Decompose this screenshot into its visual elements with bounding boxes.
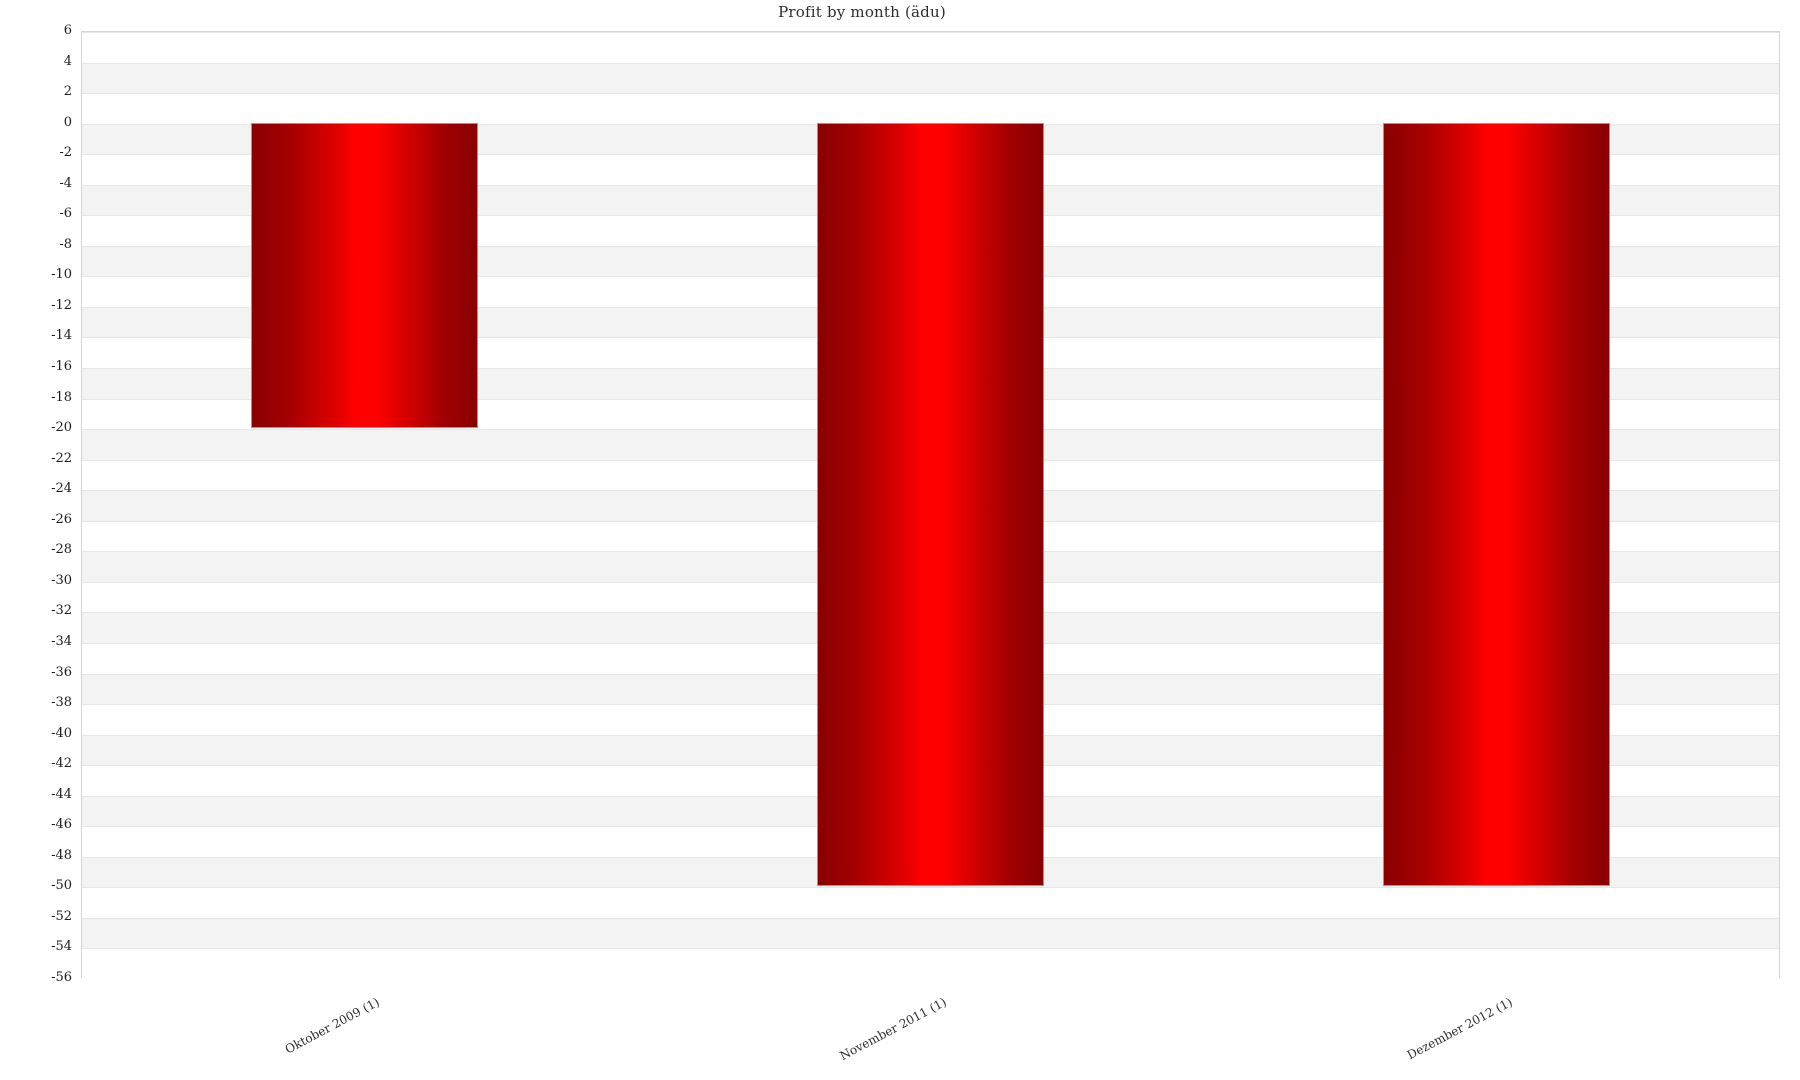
y-tick-label: -20 — [51, 420, 72, 436]
bar — [1383, 122, 1611, 887]
y-tick-label: 6 — [63, 23, 72, 38]
x-category-label: Dezember 2012 (1) — [1404, 994, 1515, 1063]
grid-band — [82, 917, 1779, 949]
y-tick-label: 4 — [63, 53, 72, 69]
y-tick-label: -56 — [51, 970, 72, 985]
y-tick-label: -48 — [51, 847, 72, 863]
bar — [250, 122, 478, 429]
grid-band — [82, 948, 1779, 979]
y-tick-label: -44 — [51, 786, 72, 802]
y-tick-label: -6 — [59, 206, 72, 222]
y-tick-label: -30 — [51, 572, 72, 588]
grid-band — [82, 32, 1779, 63]
y-tick-label: -54 — [51, 939, 72, 955]
y-tick-label: -8 — [59, 236, 72, 252]
y-tick-label: -2 — [59, 145, 72, 161]
grid-band — [82, 62, 1779, 94]
y-tick-label: -4 — [59, 175, 72, 191]
y-tick-label: -36 — [51, 664, 72, 680]
x-category-label: Oktober 2009 (1) — [282, 994, 382, 1057]
y-tick-label: -10 — [51, 267, 72, 283]
grid-band — [82, 93, 1779, 124]
grid-band — [82, 887, 1779, 918]
y-tick-label: -46 — [51, 817, 72, 833]
y-tick-label: -12 — [51, 297, 72, 313]
y-tick-label: -16 — [51, 359, 72, 375]
y-tick-label: 0 — [63, 114, 72, 130]
y-tick-label: -24 — [51, 481, 72, 497]
y-tick-label: -34 — [51, 633, 72, 649]
y-tick-label: -28 — [51, 542, 72, 558]
x-category-label: November 2011 (1) — [836, 994, 949, 1064]
y-tick-label: -52 — [51, 908, 72, 924]
y-tick-label: -22 — [51, 450, 72, 466]
chart-title: Profit by month (ädu) — [778, 3, 946, 21]
y-tick-label: -18 — [51, 389, 72, 405]
y-tick-label: -32 — [51, 603, 72, 619]
y-tick-label: -50 — [51, 878, 72, 894]
y-tick-label: -38 — [51, 695, 72, 711]
y-tick-label: -40 — [51, 725, 72, 741]
y-tick-label: -14 — [51, 328, 72, 344]
y-tick-label: -42 — [51, 756, 72, 772]
bar — [817, 122, 1044, 887]
y-tick-label: -26 — [51, 511, 72, 527]
y-tick-label: 2 — [63, 84, 72, 100]
